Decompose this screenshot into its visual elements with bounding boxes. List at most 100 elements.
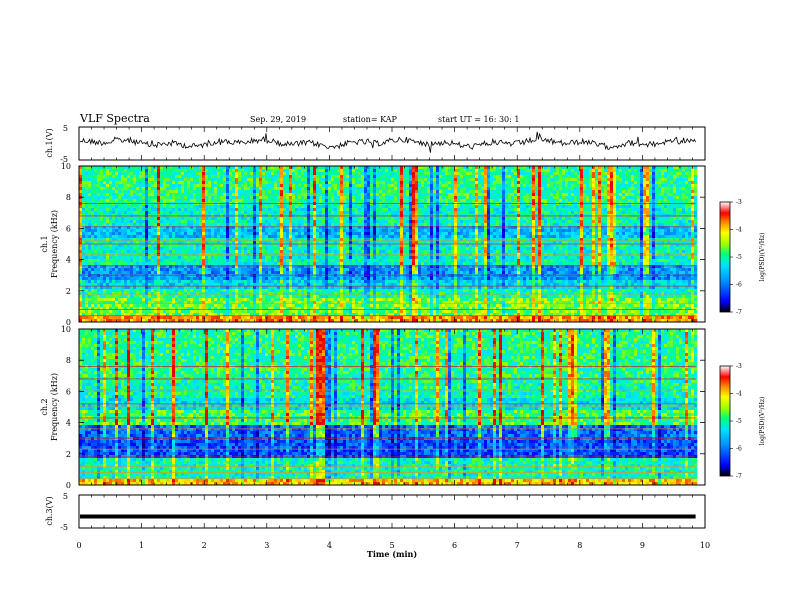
spectrogram-cell	[313, 289, 316, 292]
spectrogram-cell	[322, 298, 325, 301]
spectrogram-cell	[136, 247, 139, 250]
spectrogram-cell	[349, 295, 352, 298]
spectrogram-cell	[337, 235, 340, 238]
spectrogram-cell	[154, 175, 157, 178]
spectrogram-cell	[364, 232, 367, 235]
spectrogram-cell	[229, 208, 232, 211]
spectrogram-cell	[334, 220, 337, 223]
spectrogram-cell	[157, 235, 160, 238]
spectrogram-cell	[187, 250, 190, 253]
spectrogram-cell	[262, 289, 265, 292]
spectrogram-cell	[142, 235, 145, 238]
spectrogram-cell	[229, 175, 232, 178]
spectrogram-cell	[301, 196, 304, 199]
spectrogram-cell	[358, 190, 361, 193]
spectrogram-cell	[109, 223, 112, 226]
spectrogram-cell	[226, 304, 229, 307]
spectrogram-cell	[184, 220, 187, 223]
spectrogram-cell	[136, 208, 139, 211]
spectrogram-cell	[214, 181, 217, 184]
spectrogram-cell	[247, 220, 250, 223]
vlf-spectra-figure: VLF Spectra Sep. 29, 2019 station= KAP s…	[0, 0, 792, 612]
spectrogram-cell	[235, 208, 238, 211]
spectrogram-cell	[247, 172, 250, 175]
spectrogram-cell	[358, 196, 361, 199]
spectrogram-cell	[292, 172, 295, 175]
spectrogram-cell	[187, 217, 190, 220]
spectrogram-cell	[91, 304, 94, 307]
spectrogram-cell	[208, 304, 211, 307]
spectrogram-cell	[193, 310, 196, 313]
spectrogram-cell	[190, 316, 193, 319]
spectrogram-cell	[232, 199, 235, 202]
spectrogram-cell	[295, 178, 298, 181]
spectrogram-cell	[235, 169, 238, 172]
spectrogram-cell	[235, 301, 238, 304]
spectrogram-cell	[346, 175, 349, 178]
spectrogram-cell	[85, 271, 88, 274]
spectrogram-cell	[325, 235, 328, 238]
spectrogram-cell	[109, 196, 112, 199]
spectrogram-cell	[139, 199, 142, 202]
spectrogram-cell	[208, 199, 211, 202]
spectrogram-cell	[361, 220, 364, 223]
spectrogram-cell	[205, 172, 208, 175]
spectrogram-cell	[190, 190, 193, 193]
spectrogram-cell	[304, 232, 307, 235]
spectrogram-cell	[214, 247, 217, 250]
spectrogram-cell	[334, 280, 337, 283]
spectrogram-cell	[334, 211, 337, 214]
spectrogram-cell	[196, 295, 199, 298]
spectrogram-cell	[109, 304, 112, 307]
spectrogram-cell	[148, 193, 151, 196]
spectrogram-cell	[280, 259, 283, 262]
spectrogram-cell	[256, 217, 259, 220]
spectrogram-cell	[187, 280, 190, 283]
spectrogram-cell	[361, 274, 364, 277]
spectrogram-cell	[136, 295, 139, 298]
spectrogram-cell	[94, 268, 97, 271]
spectrogram-cell	[340, 250, 343, 253]
spectrogram-cell	[199, 301, 202, 304]
spectrogram-cell	[115, 298, 118, 301]
spectrogram-cell	[136, 277, 139, 280]
spectrogram-cell	[286, 196, 289, 199]
spectrogram-cell	[112, 211, 115, 214]
spectrogram-cell	[316, 211, 319, 214]
spectrogram-cell	[118, 256, 121, 259]
spectrogram-cell	[256, 274, 259, 277]
spectrogram-cell	[253, 310, 256, 313]
spectrogram-cell	[169, 181, 172, 184]
spectrogram-cell	[322, 256, 325, 259]
spectrogram-cell	[229, 229, 232, 232]
spectrogram-cell	[118, 259, 121, 262]
spectrogram-cell	[265, 268, 268, 271]
spectrogram-cell	[142, 262, 145, 265]
spectrogram-cell	[295, 295, 298, 298]
spectrogram-cell	[277, 187, 280, 190]
spectrogram-cell	[88, 247, 91, 250]
spectrogram-cell	[337, 223, 340, 226]
spectrogram-cell	[304, 175, 307, 178]
spectrogram-cell	[226, 289, 229, 292]
spectrogram-cell	[313, 316, 316, 319]
spectrogram-cell	[175, 196, 178, 199]
spectrogram-cell	[100, 244, 103, 247]
spectrogram-cell	[328, 244, 331, 247]
spectrogram-cell	[160, 175, 163, 178]
spectrogram-cell	[328, 196, 331, 199]
spectrogram-cell	[301, 172, 304, 175]
spectrogram-cell	[82, 208, 85, 211]
spectrogram-cell	[292, 268, 295, 271]
spectrogram-cell	[217, 190, 220, 193]
spectrogram-cell	[223, 211, 226, 214]
spectrogram-cell	[157, 208, 160, 211]
spectrogram-cell	[91, 175, 94, 178]
spectrogram-cell	[139, 259, 142, 262]
spectrogram-cell	[217, 220, 220, 223]
spectrogram-cell	[100, 301, 103, 304]
spectrogram-cell	[268, 217, 271, 220]
spectrogram-cell	[166, 298, 169, 301]
spectrogram-cell	[343, 271, 346, 274]
spectrogram-cell	[256, 247, 259, 250]
